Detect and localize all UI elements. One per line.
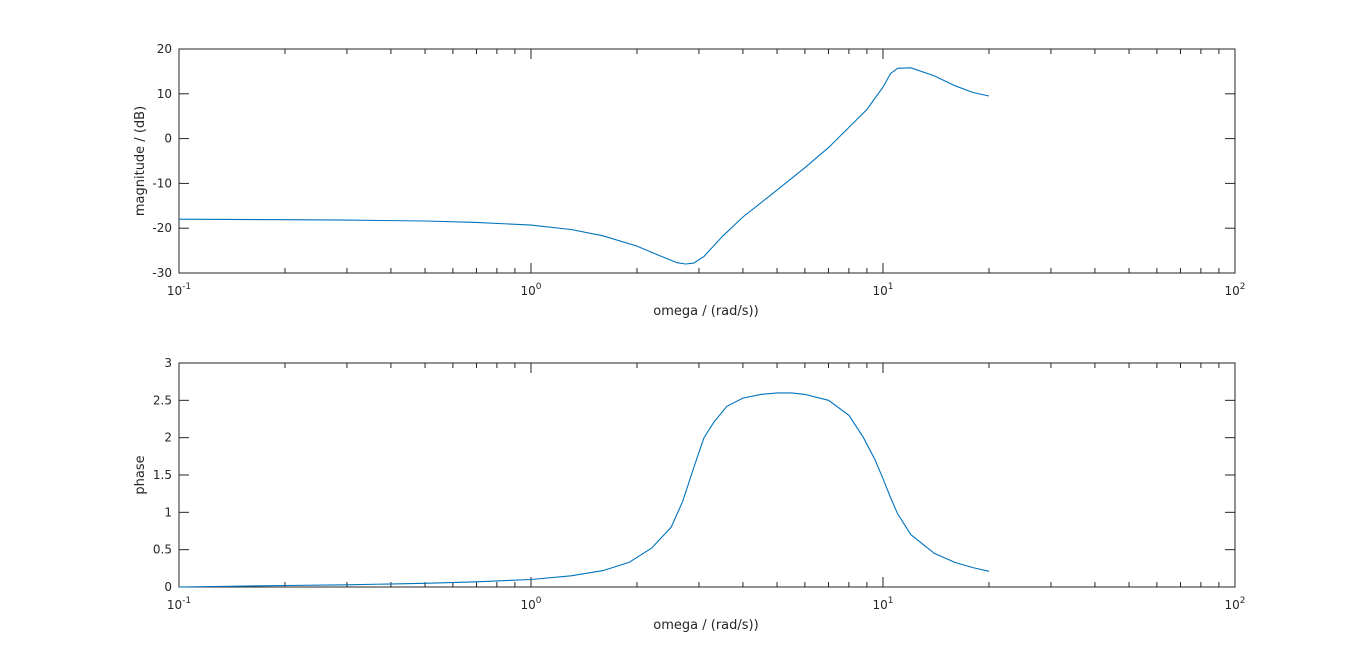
y-tick-label: 10 bbox=[157, 87, 172, 101]
series-line bbox=[178, 392, 990, 588]
y-tick-label: 2.5 bbox=[153, 393, 172, 407]
x-tick-label: 101 bbox=[872, 596, 893, 612]
axes-box bbox=[178, 362, 1236, 588]
x-axis-label: omega / (rad/s)) bbox=[653, 304, 758, 319]
series-line bbox=[178, 67, 990, 265]
axes-box bbox=[178, 48, 1236, 274]
x-tick-label: 102 bbox=[1224, 282, 1245, 298]
x-tick-label: 10-1 bbox=[167, 596, 191, 612]
x-tick-label: 100 bbox=[520, 282, 541, 298]
y-tick-label: 20 bbox=[157, 42, 172, 56]
magnitude-plot: 10-1 100 101 102 -30 -20 -10 0 10 20 omega / (rad/… bbox=[133, 42, 1246, 319]
phase-plot: 10-1 100 101 102 0 0.5 1 1.5 2 2.5 3 omega / (rad/s… bbox=[133, 356, 1246, 633]
y-tick-label: 0.5 bbox=[153, 543, 172, 557]
x-axis-label: omega / (rad/s)) bbox=[653, 618, 758, 633]
x-tick-label: 10-1 bbox=[167, 282, 191, 298]
y-tick-label: -10 bbox=[152, 176, 172, 190]
x-tick-label: 101 bbox=[872, 282, 893, 298]
y-tick-label: 1 bbox=[164, 505, 172, 519]
y-tick-label: 3 bbox=[164, 356, 172, 370]
x-tick-label: 102 bbox=[1224, 596, 1245, 612]
y-tick-label: 0 bbox=[164, 580, 172, 594]
y-tick-label: -20 bbox=[152, 221, 172, 235]
y-tick-label: -30 bbox=[152, 266, 172, 280]
x-tick-label: 100 bbox=[520, 596, 541, 612]
y-tick-label: 2 bbox=[164, 431, 172, 445]
y-tick-label: 0 bbox=[164, 132, 172, 146]
y-tick-label: 1.5 bbox=[153, 468, 172, 482]
y-axis-label: magnitude / (dB) bbox=[133, 106, 148, 216]
y-axis-label: phase bbox=[133, 455, 148, 494]
